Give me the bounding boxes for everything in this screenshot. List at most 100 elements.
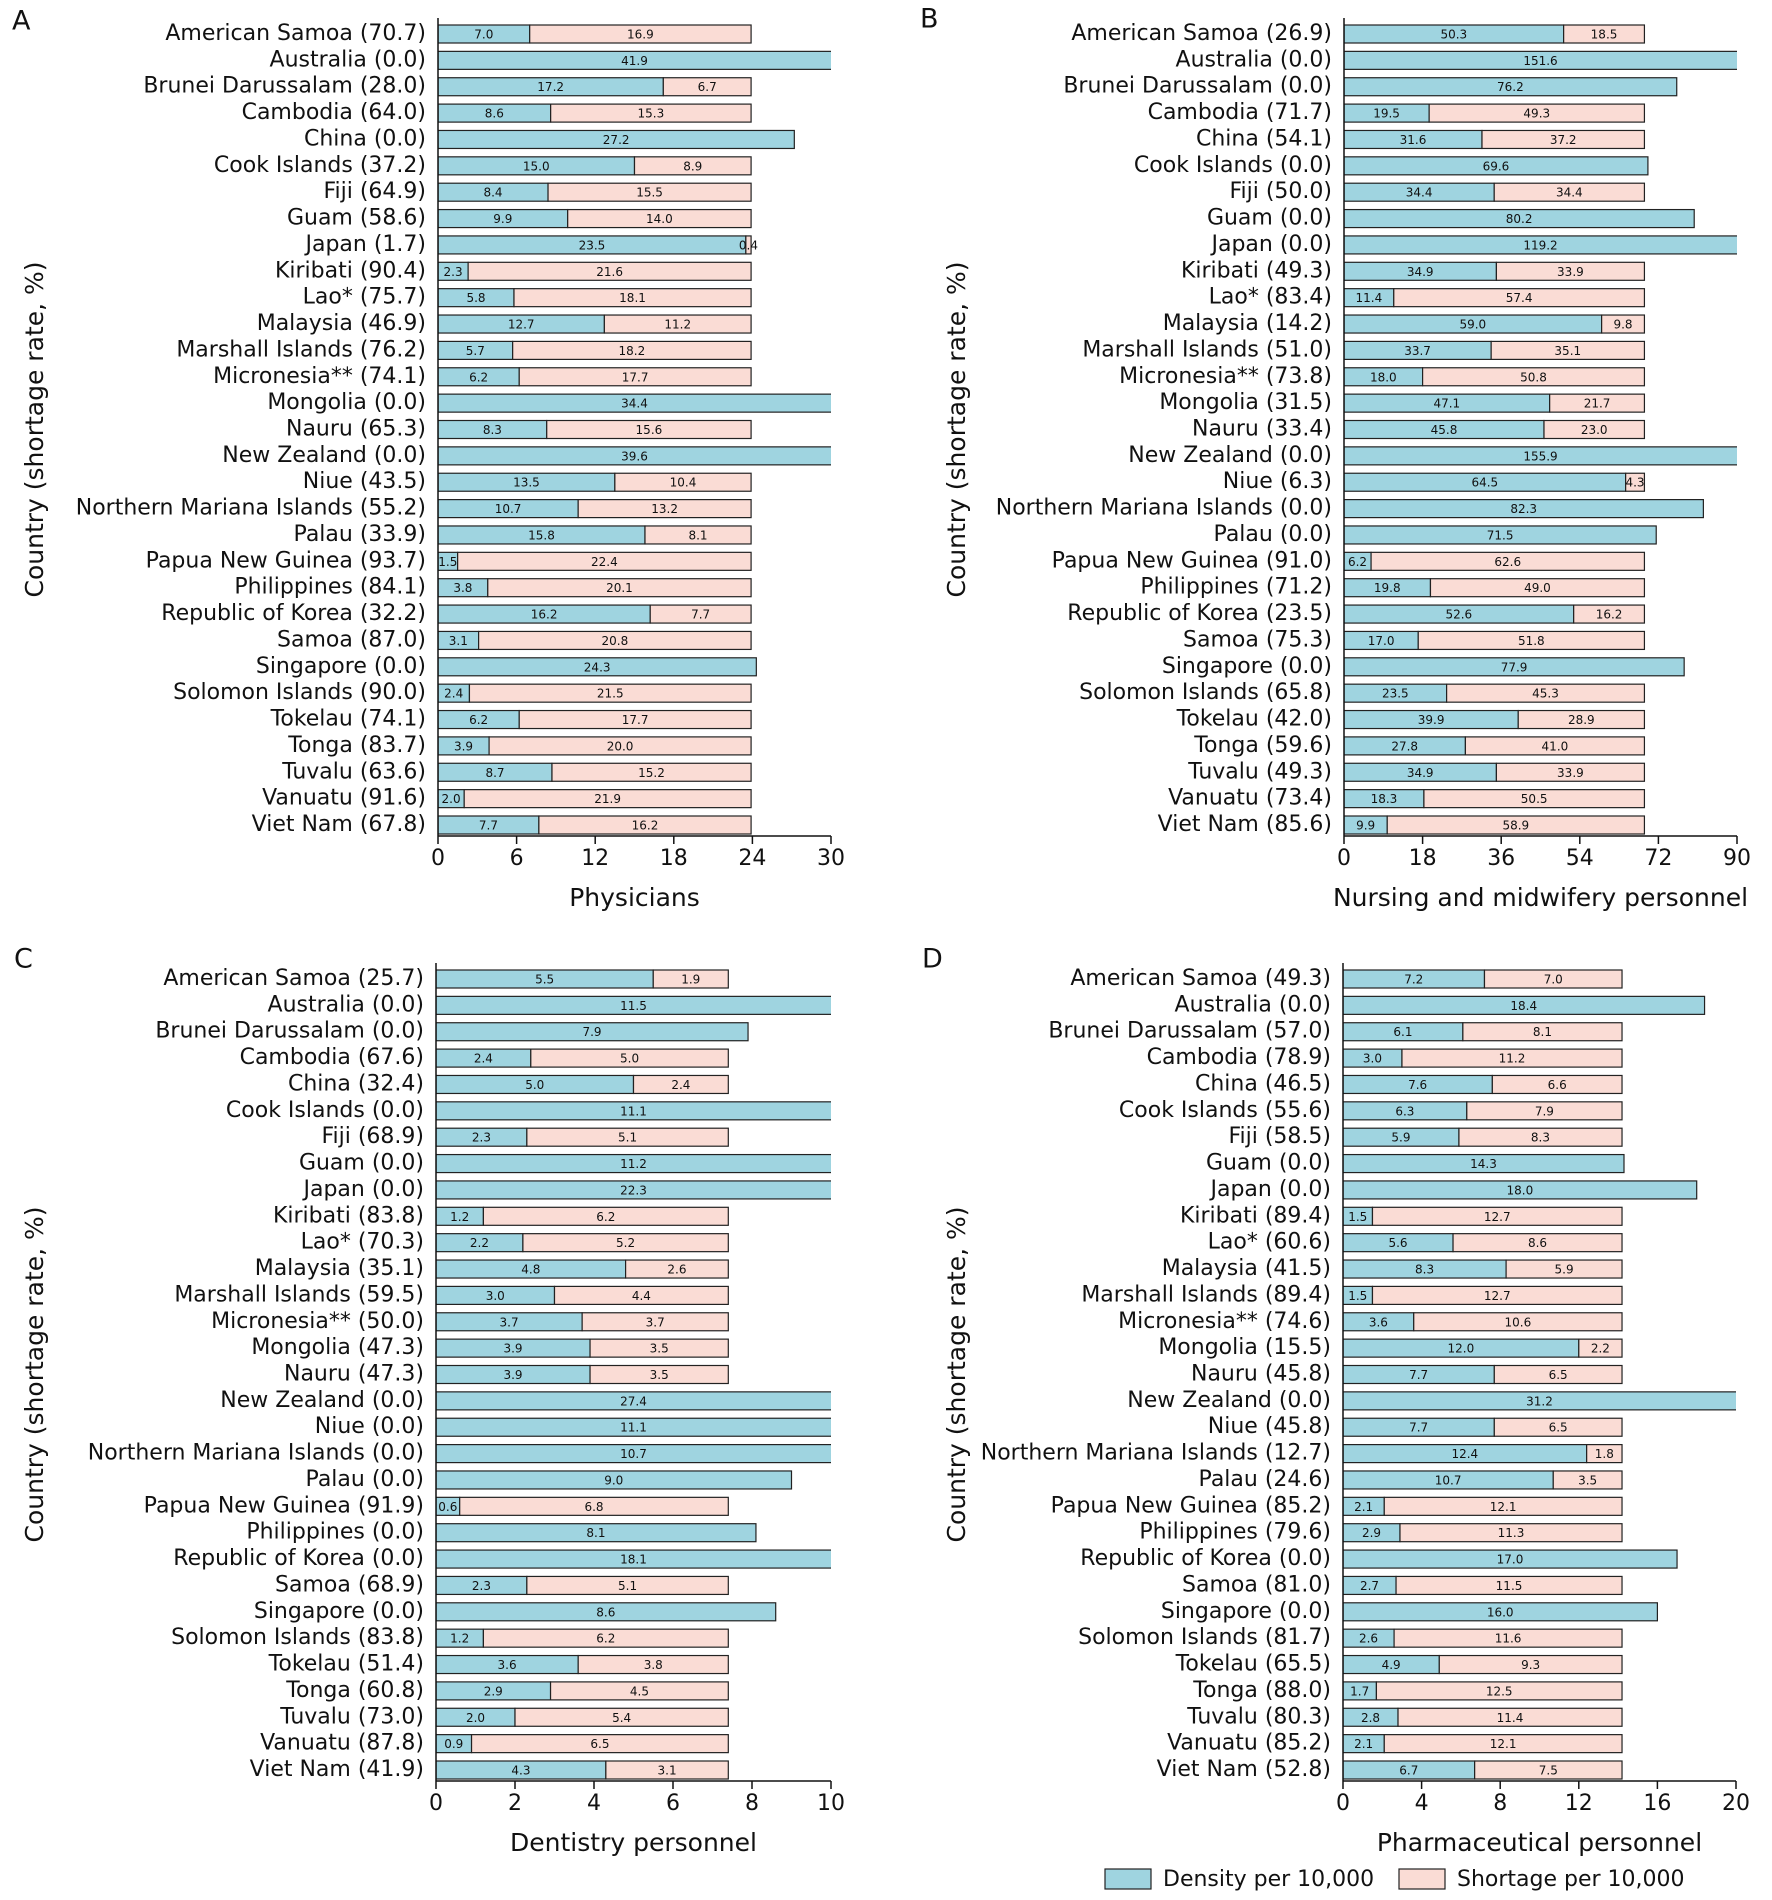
category-label: American Samoa (49.3) (1070, 966, 1331, 991)
bar-segment (518, 367, 752, 387)
category-label: Australia (0.0) (270, 47, 426, 72)
value-label: 8.1 (586, 1526, 605, 1540)
value-label: 3.5 (650, 1368, 669, 1382)
bar-segment (662, 77, 752, 97)
category-label: China (54.1) (1196, 126, 1332, 151)
value-label: 3.1 (658, 1764, 677, 1778)
bar-segment (1383, 1496, 1623, 1516)
category-label: Tuvalu (80.3) (1186, 1704, 1331, 1729)
value-label: 6.5 (1549, 1368, 1568, 1382)
value-label: 1.5 (438, 555, 457, 569)
bar-segment (1393, 1628, 1623, 1648)
bar-segment (1423, 789, 1646, 809)
value-label: 6.5 (590, 1737, 609, 1751)
category-label: Vanuatu (85.2) (1167, 1731, 1331, 1756)
value-label: 3.6 (498, 1658, 517, 1672)
category-label: Japan (0.0) (301, 1177, 424, 1202)
value-label: 1.5 (1348, 1210, 1367, 1224)
category-label: Marshall Islands (89.4) (1081, 1282, 1331, 1307)
value-label: 11.5 (620, 999, 647, 1013)
value-label: 50.3 (1440, 28, 1467, 42)
category-label: New Zealand (0.0) (220, 1388, 424, 1413)
value-label: 3.8 (644, 1658, 663, 1672)
category-label: Palau (0.0) (306, 1467, 424, 1492)
value-label: 11.1 (620, 1104, 647, 1118)
bar-segment (1601, 314, 1646, 334)
category-label: Papua New Guinea (93.7) (146, 548, 426, 573)
value-label: 3.8 (453, 581, 472, 595)
bar-segment (1371, 1206, 1623, 1226)
value-label: 7.0 (1544, 973, 1563, 987)
value-label: 15.6 (636, 423, 663, 437)
category-label: Australia (0.0) (1175, 992, 1331, 1017)
category-label: Kiribati (49.3) (1181, 258, 1332, 283)
category-label: Kiribati (90.4) (275, 258, 426, 283)
bar-segment (1344, 235, 1737, 255)
bar-segment (549, 1681, 729, 1701)
value-label: 11.2 (664, 318, 691, 332)
bar-segment (470, 1734, 729, 1754)
value-label: 16.0 (1487, 1605, 1514, 1619)
value-label: 62.6 (1494, 555, 1521, 569)
bar-segment (482, 1628, 729, 1648)
category-label: Guam (0.0) (1206, 1151, 1331, 1176)
x-tick-label: 90 (1723, 846, 1751, 871)
value-label: 22.3 (620, 1183, 647, 1197)
y-axis-title: Country (shortage rate, %) (20, 262, 49, 598)
bar-segment (1344, 657, 1685, 677)
value-label: 15.0 (523, 159, 550, 173)
category-label: Singapore (0.0) (1162, 654, 1332, 679)
bar-segment (1446, 683, 1646, 703)
value-label: 21.9 (594, 792, 621, 806)
bar-segment (1458, 1127, 1623, 1147)
category-label: New Zealand (0.0) (1127, 1388, 1331, 1413)
bar-segment (644, 525, 752, 545)
value-label: 5.0 (620, 1052, 639, 1066)
category-label: China (0.0) (304, 126, 426, 151)
value-label: 17.7 (622, 713, 649, 727)
category-label: Vanuatu (73.4) (1168, 786, 1332, 811)
bar-segment (526, 1575, 729, 1596)
value-label: 18.1 (619, 291, 646, 305)
category-label: Philippines (71.2) (1140, 575, 1332, 600)
bar-segment (529, 24, 752, 44)
x-tick-label: 0 (429, 1791, 443, 1816)
value-label: 13.5 (513, 476, 540, 490)
value-label: 69.6 (1483, 159, 1510, 173)
value-label: 8.9 (683, 159, 702, 173)
value-label: 18.3 (1371, 792, 1398, 806)
value-label: 28.9 (1568, 713, 1595, 727)
x-tick-label: 6 (510, 846, 524, 871)
value-label: 27.8 (1391, 739, 1418, 753)
value-label: 8.4 (483, 186, 502, 200)
category-label: Niue (0.0) (315, 1414, 424, 1439)
bar-segment (488, 736, 752, 756)
category-label: Cambodia (71.7) (1148, 100, 1332, 125)
bar-segment (1552, 1470, 1623, 1490)
x-tick-label: 12 (1565, 1791, 1593, 1816)
value-label: 10.7 (495, 502, 522, 516)
category-label: Papua New Guinea (91.9) (144, 1493, 424, 1518)
value-label: 41.0 (1542, 739, 1569, 753)
category-label: Guam (58.6) (287, 206, 426, 231)
bar-segment (436, 1180, 831, 1200)
bar-segment (436, 1022, 749, 1042)
value-label: 33.9 (1557, 265, 1584, 279)
x-tick-label: 0 (431, 846, 445, 871)
category-label: Malaysia (46.9) (257, 311, 426, 336)
bar-segment (581, 1312, 729, 1332)
bar-segment (1343, 1602, 1658, 1622)
value-label: 22.4 (591, 555, 618, 569)
value-label: 2.3 (472, 1579, 491, 1593)
value-label: 5.9 (1391, 1131, 1410, 1145)
panel-label: A (12, 6, 31, 37)
bar-segment (1344, 77, 1678, 97)
value-label: 0.6 (438, 1500, 457, 1514)
bar-segment (457, 551, 752, 571)
category-label: Japan (0.0) (1209, 232, 1332, 257)
value-label: 49.0 (1524, 581, 1551, 595)
category-label: Fiji (64.9) (323, 179, 426, 204)
value-label: 4.8 (521, 1263, 540, 1277)
bar-segment (1421, 367, 1646, 387)
value-label: 82.3 (1510, 502, 1537, 516)
